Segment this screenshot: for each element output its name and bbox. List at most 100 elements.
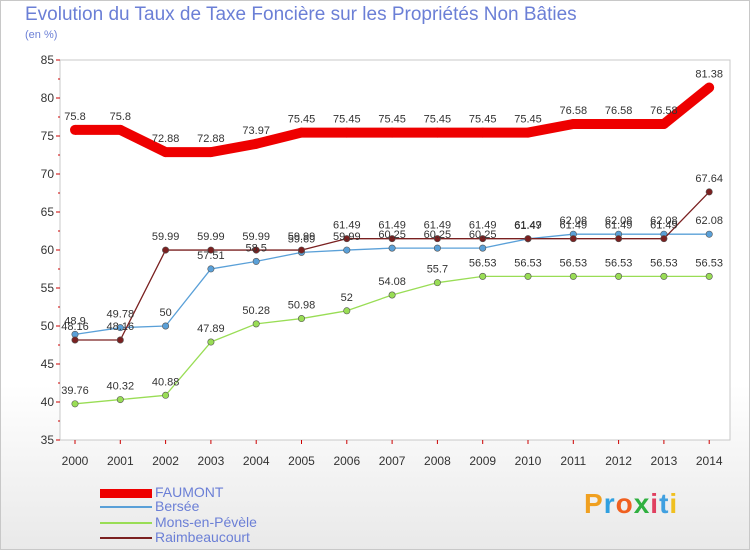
- data-label: 75.8: [110, 111, 131, 123]
- data-label: 40.32: [107, 381, 135, 393]
- data-label: 76.58: [605, 105, 633, 117]
- data-label: 61.47: [514, 220, 542, 232]
- data-point: [569, 272, 577, 280]
- data-label: 40.88: [152, 376, 180, 388]
- x-tick-label: 2005: [288, 454, 315, 468]
- data-label: 73.97: [242, 125, 270, 137]
- chart-title: Evolution du Taux de Taxe Foncière sur l…: [25, 4, 577, 25]
- data-label: 56.53: [560, 257, 588, 269]
- legend-swatch-mons: [100, 522, 152, 524]
- data-point: [658, 118, 669, 129]
- data-point: [613, 118, 624, 129]
- data-point: [343, 246, 351, 254]
- legend-swatch-faumont: [100, 489, 152, 498]
- data-point: [162, 391, 170, 399]
- data-point: [569, 235, 577, 243]
- x-tick-label: 2014: [696, 454, 723, 468]
- data-label: 61.49: [560, 220, 588, 232]
- data-point: [70, 124, 80, 135]
- data-label: 76.58: [560, 105, 588, 117]
- data-label: 75.45: [333, 114, 361, 126]
- data-label: 75.45: [378, 114, 406, 126]
- data-label: 61.49: [605, 220, 633, 232]
- data-label: 61.49: [424, 220, 452, 232]
- y-tick-label: 60: [41, 243, 55, 257]
- legend-label-mons: Mons-en-Pévèle: [155, 514, 257, 530]
- x-tick-label: 2004: [243, 454, 270, 468]
- y-tick-label: 35: [41, 433, 55, 447]
- data-point: [660, 272, 668, 280]
- data-label: 48.16: [107, 321, 135, 333]
- data-point: [705, 230, 713, 238]
- legend-label-bersee: Bersée: [155, 498, 200, 514]
- data-label: 72.88: [152, 133, 180, 145]
- y-tick-label: 40: [41, 395, 55, 409]
- data-label: 49.78: [107, 309, 135, 321]
- data-point: [115, 124, 126, 135]
- data-point: [205, 147, 216, 158]
- y-tick-label: 85: [41, 53, 55, 67]
- data-label: 60.25: [378, 229, 406, 241]
- data-point: [705, 188, 713, 196]
- data-label: 48.9: [64, 315, 85, 327]
- data-label: 61.49: [514, 220, 542, 232]
- data-point: [388, 235, 396, 243]
- y-tick-label: 75: [41, 129, 55, 143]
- data-point: [116, 336, 124, 344]
- data-label: 81.38: [695, 69, 723, 81]
- data-label: 59.69: [288, 233, 316, 245]
- data-point: [704, 82, 715, 93]
- data-label: 50.28: [242, 305, 270, 317]
- logo-letter: r: [603, 488, 616, 519]
- data-point: [71, 400, 79, 408]
- data-point: [252, 257, 260, 265]
- y-tick-label: 65: [41, 205, 55, 219]
- x-tick-label: 2002: [152, 454, 179, 468]
- data-point: [388, 291, 396, 299]
- data-point: [116, 324, 124, 332]
- data-label: 56.53: [695, 257, 723, 269]
- data-label: 61.49: [378, 220, 406, 232]
- data-point: [252, 320, 260, 328]
- logo-letter: P: [584, 488, 604, 519]
- data-point: [615, 272, 623, 280]
- data-point: [615, 235, 623, 243]
- x-tick-label: 2006: [333, 454, 360, 468]
- y-tick-label: 70: [41, 167, 55, 181]
- logo-letter: t: [659, 488, 670, 519]
- data-label: 61.49: [469, 220, 497, 232]
- data-label: 62.08: [650, 215, 678, 227]
- data-label: 75.45: [469, 114, 497, 126]
- data-label: 56.53: [469, 257, 497, 269]
- data-point: [524, 272, 532, 280]
- x-tick-label: 2000: [62, 454, 89, 468]
- data-label: 75.8: [64, 111, 85, 123]
- proxiti-logo: Proxiti: [584, 488, 678, 520]
- data-point: [297, 246, 305, 254]
- data-label: 60.25: [469, 229, 497, 241]
- data-label: 72.88: [197, 133, 225, 145]
- data-point: [477, 127, 488, 138]
- data-point: [433, 244, 441, 252]
- data-label: 59.99: [242, 231, 270, 243]
- data-label: 60.25: [424, 229, 452, 241]
- data-point: [387, 127, 398, 138]
- data-label: 58.5: [245, 242, 266, 254]
- logo-letter: o: [615, 488, 634, 519]
- data-label: 48.16: [61, 321, 89, 333]
- chart-subtitle: (en %): [25, 29, 58, 41]
- data-point: [162, 246, 170, 254]
- data-label: 56.53: [605, 257, 633, 269]
- y-tick-label: 50: [41, 319, 55, 333]
- data-label: 47.89: [197, 323, 225, 335]
- data-point: [207, 246, 215, 254]
- data-label: 59.99: [288, 231, 316, 243]
- x-tick-label: 2011: [560, 454, 586, 468]
- data-label: 61.49: [650, 220, 678, 232]
- data-label: 75.45: [424, 114, 452, 126]
- x-tick-label: 2009: [469, 454, 496, 468]
- data-label: 62.08: [605, 215, 633, 227]
- data-point: [207, 338, 215, 346]
- data-point: [388, 244, 396, 252]
